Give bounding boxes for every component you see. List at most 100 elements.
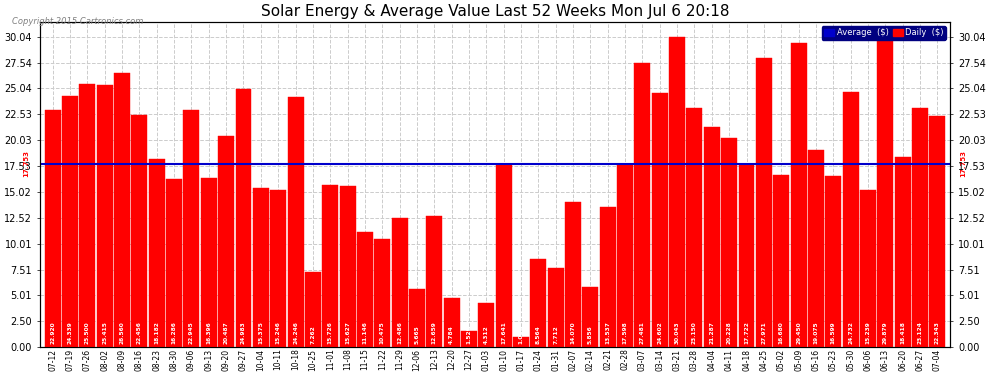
Text: Copyright 2015 Cartronics.com: Copyright 2015 Cartronics.com [12,17,144,26]
Text: 12.659: 12.659 [432,321,437,344]
Bar [478,303,494,347]
Bar [565,202,581,347]
Text: 22.343: 22.343 [935,321,940,344]
Bar [808,150,824,347]
Bar [45,110,60,347]
Text: 5.665: 5.665 [415,326,420,344]
Bar [513,337,529,347]
Bar [912,108,928,347]
Bar [669,37,685,347]
Text: 17.641: 17.641 [501,321,506,344]
Text: 22.456: 22.456 [137,321,142,344]
Text: 20.487: 20.487 [224,321,229,344]
Text: 24.732: 24.732 [848,321,853,344]
Bar [357,232,373,347]
Text: 27.481: 27.481 [640,321,644,344]
Text: 24.246: 24.246 [293,321,298,344]
Text: 14.070: 14.070 [570,321,575,344]
Text: 13.537: 13.537 [605,321,610,344]
Bar [374,239,390,347]
Bar [62,96,78,347]
Bar [686,108,703,347]
Bar [183,110,199,347]
Bar [132,115,148,347]
Bar [651,93,668,347]
Bar [773,175,789,347]
Text: 22.945: 22.945 [189,321,194,344]
Bar [236,89,251,347]
Text: 17.722: 17.722 [744,321,749,344]
Bar [791,43,807,347]
Text: 15.627: 15.627 [346,321,350,344]
Bar [97,85,113,347]
Bar [496,165,512,347]
Bar [531,259,546,347]
Text: 23.150: 23.150 [692,321,697,344]
Text: 11.146: 11.146 [362,321,367,344]
Text: 5.856: 5.856 [588,326,593,344]
Bar [340,186,355,347]
Text: 4.312: 4.312 [484,326,489,344]
Bar [201,178,217,347]
Bar [148,159,164,347]
Bar [252,188,269,347]
Text: 1.529: 1.529 [466,326,471,344]
Bar [392,218,408,347]
Bar [877,39,893,347]
Text: 24.602: 24.602 [657,321,662,344]
Text: 4.784: 4.784 [449,326,454,344]
Text: 12.486: 12.486 [397,321,402,344]
Bar [461,332,477,347]
Text: 1.006: 1.006 [519,326,524,344]
Bar [547,267,563,347]
Text: 27.971: 27.971 [761,321,766,344]
Bar [287,97,304,347]
Text: 16.396: 16.396 [206,321,211,344]
Bar [930,116,945,347]
Bar [409,289,425,347]
Text: 8.564: 8.564 [536,326,541,344]
Text: 18.418: 18.418 [900,321,905,344]
Title: Solar Energy & Average Value Last 52 Weeks Mon Jul 6 20:18: Solar Energy & Average Value Last 52 Wee… [260,4,730,19]
Text: 15.239: 15.239 [865,321,870,344]
Bar [895,157,911,347]
Text: 24.339: 24.339 [67,321,72,344]
Text: 30.043: 30.043 [674,321,679,344]
Text: 24.983: 24.983 [241,321,246,344]
Text: 29.879: 29.879 [883,321,888,344]
Bar [322,185,339,347]
Text: 17.753: 17.753 [960,150,966,177]
Bar [218,135,234,347]
Text: 10.475: 10.475 [380,321,385,344]
Text: 16.286: 16.286 [171,321,176,344]
Bar [704,127,720,347]
Text: 7.712: 7.712 [553,326,558,344]
Bar [79,84,95,347]
Text: 15.375: 15.375 [258,321,263,344]
Legend: Average  ($), Daily  ($): Average ($), Daily ($) [822,26,946,40]
Bar [305,272,321,347]
Bar [635,63,650,347]
Text: 17.753: 17.753 [24,150,30,177]
Bar [444,298,459,347]
Text: 15.726: 15.726 [328,321,333,344]
Text: 25.415: 25.415 [102,321,107,344]
Text: 21.287: 21.287 [709,321,715,344]
Text: 26.560: 26.560 [120,321,125,344]
Bar [600,207,616,347]
Text: 23.124: 23.124 [918,321,923,344]
Text: 18.182: 18.182 [154,321,159,344]
Text: 19.075: 19.075 [814,321,819,344]
Bar [860,190,876,347]
Bar [427,216,443,347]
Text: 15.246: 15.246 [275,321,281,344]
Bar [756,58,772,347]
Bar [617,165,633,347]
Text: 20.228: 20.228 [727,321,732,344]
Text: 16.680: 16.680 [779,321,784,344]
Bar [842,92,858,347]
Bar [270,190,286,347]
Text: 25.500: 25.500 [85,321,90,344]
Text: 7.262: 7.262 [311,326,316,344]
Bar [826,176,842,347]
